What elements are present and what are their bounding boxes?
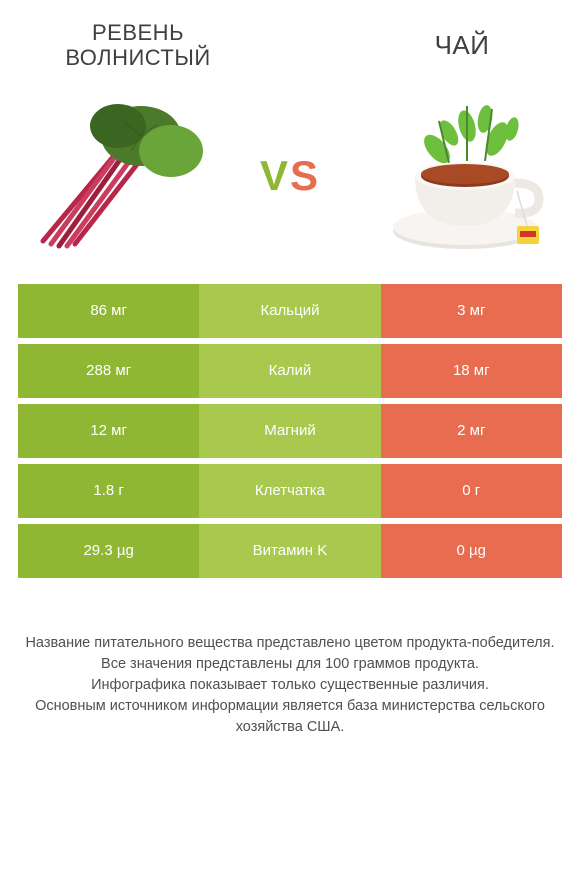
cell-left-value: 86 мг	[18, 284, 199, 338]
title-left: Ревень волнистый	[18, 20, 258, 71]
cell-nutrient-name: Калий	[199, 344, 380, 398]
cell-nutrient-name: Кальций	[199, 284, 380, 338]
rhubarb-image	[18, 91, 218, 261]
footer-line-3: Инфографика показывает только существенн…	[24, 675, 556, 696]
title-right: Чай	[362, 30, 562, 61]
images-row: VS	[18, 86, 562, 266]
cell-right-value: 18 мг	[381, 344, 562, 398]
footer-line-2: Все значения представлены для 100 граммо…	[24, 654, 556, 675]
table-row: 288 мгКалий18 мг	[18, 344, 562, 398]
cell-nutrient-name: Магний	[199, 404, 380, 458]
tea-icon	[367, 91, 557, 261]
footer-line-1: Название питательного вещества представл…	[24, 633, 556, 654]
tea-image	[362, 91, 562, 261]
header: Ревень волнистый Чай	[18, 20, 562, 71]
infographic-container: Ревень волнистый Чай	[0, 0, 580, 874]
cell-left-value: 288 мг	[18, 344, 199, 398]
cell-right-value: 0 г	[381, 464, 562, 518]
table-row: 1.8 гКлетчатка0 г	[18, 464, 562, 518]
vs-v: V	[260, 152, 290, 199]
cell-left-value: 12 мг	[18, 404, 199, 458]
cell-nutrient-name: Витамин K	[199, 524, 380, 578]
footer-line-4: Основным источником информации является …	[24, 696, 556, 738]
table-row: 29.3 µgВитамин K0 µg	[18, 524, 562, 578]
cell-left-value: 29.3 µg	[18, 524, 199, 578]
rhubarb-icon	[23, 96, 213, 256]
table-row: 12 мгМагний2 мг	[18, 404, 562, 458]
cell-right-value: 3 мг	[381, 284, 562, 338]
cell-nutrient-name: Клетчатка	[199, 464, 380, 518]
vs-label: VS	[260, 152, 320, 200]
table-row: 86 мгКальций3 мг	[18, 284, 562, 338]
cell-left-value: 1.8 г	[18, 464, 199, 518]
comparison-table: 86 мгКальций3 мг 288 мгКалий18 мг 12 мгМаг…	[18, 284, 562, 578]
cell-right-value: 2 мг	[381, 404, 562, 458]
cell-right-value: 0 µg	[381, 524, 562, 578]
footer-text: Название питательного вещества представл…	[18, 633, 562, 738]
vs-s: S	[290, 152, 320, 199]
